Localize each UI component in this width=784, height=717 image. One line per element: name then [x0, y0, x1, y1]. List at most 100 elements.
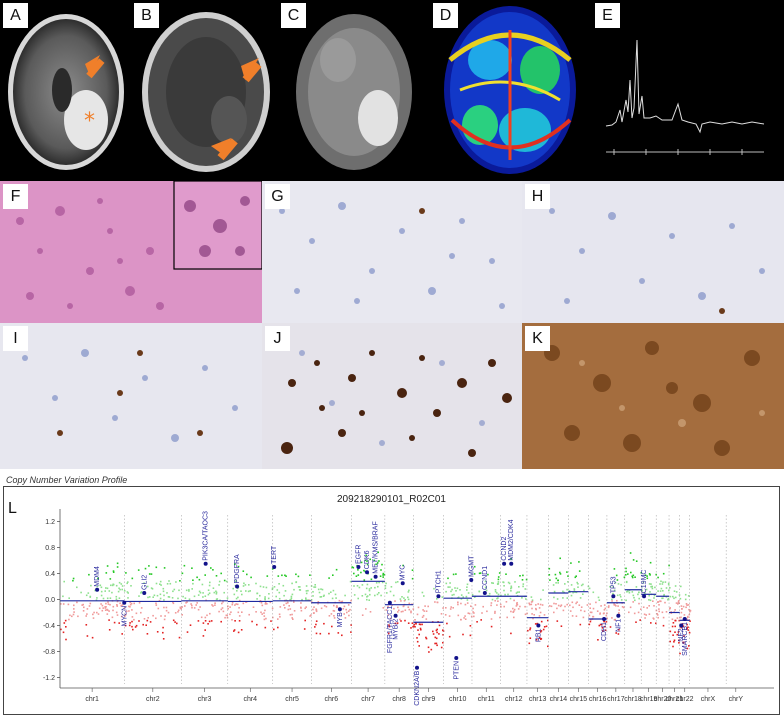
cnv-probe-point	[183, 564, 186, 567]
cnv-probe-point	[447, 586, 449, 588]
cnv-probe-point	[452, 607, 454, 609]
cnv-probe-point	[269, 601, 272, 604]
cnv-probe-point	[604, 607, 607, 610]
cnv-probe-point	[632, 594, 635, 597]
cnv-probe-point	[259, 594, 261, 597]
cnv-probe-point	[438, 624, 441, 627]
cnv-probe-point	[97, 577, 99, 580]
cnv-probe-point	[451, 588, 453, 591]
panel-g-ihc: G	[262, 181, 522, 323]
cnv-probe-point	[369, 558, 371, 561]
cnv-probe-point	[106, 597, 109, 600]
cnv-probe-point	[193, 607, 196, 609]
cnv-probe-point	[376, 593, 379, 596]
cnv-probe-point	[414, 626, 416, 628]
cnv-probe-point	[497, 593, 500, 596]
cnv-probe-point	[578, 604, 581, 606]
cnv-probe-point	[207, 589, 210, 591]
cnv-probe-point	[469, 634, 472, 637]
cnv-probe-point	[284, 590, 287, 592]
cnv-probe-point	[462, 596, 464, 598]
cnv-probe-point	[669, 607, 671, 610]
cnv-probe-point	[62, 631, 65, 634]
cnv-probe-point	[218, 610, 220, 613]
cnv-probe-point	[404, 599, 406, 601]
cnv-probe-point	[373, 559, 376, 562]
y-tick-label: 0.0	[45, 597, 55, 604]
cnv-probe-point	[222, 601, 224, 603]
cnv-probe-point	[238, 607, 240, 609]
cnv-probe-point	[674, 609, 676, 611]
cnv-probe-point	[368, 588, 371, 590]
cnv-probe-point	[402, 610, 404, 613]
cnv-probe-point	[295, 573, 297, 576]
cnv-probe-point	[328, 577, 330, 579]
cnv-probe-point	[449, 582, 451, 584]
cnv-probe-point	[566, 571, 568, 573]
cnv-probe-point	[262, 586, 265, 588]
gene-marker	[602, 617, 607, 621]
cnv-probe-point	[264, 626, 267, 629]
cnv-probe-point	[531, 613, 533, 615]
cnv-probe-point	[315, 620, 318, 622]
cnv-probe-point	[588, 587, 591, 590]
cnv-probe-point	[186, 601, 188, 603]
cnv-probe-point	[497, 578, 500, 581]
cnv-probe-point	[100, 594, 103, 597]
cnv-probe-point	[582, 593, 584, 595]
cnv-probe-point	[266, 575, 269, 577]
cnv-probe-point	[617, 633, 620, 635]
cnv-probe-point	[486, 610, 488, 613]
cnv-probe-point	[96, 597, 98, 599]
cnv-probe-point	[118, 581, 121, 584]
cnv-probe-point	[142, 623, 144, 626]
cnv-probe-point	[669, 630, 672, 633]
cnv-probe-point	[276, 589, 279, 591]
cnv-probe-point	[173, 588, 176, 591]
cnv-probe-point	[144, 567, 147, 570]
cnv-probe-point	[310, 601, 313, 603]
cnv-probe-point	[131, 577, 134, 580]
cnv-probe-point	[422, 609, 424, 611]
cnv-probe-point	[646, 575, 648, 577]
cnv-probe-point	[234, 604, 236, 606]
cnv-probe-point	[374, 594, 376, 597]
cnv-probe-point	[460, 618, 462, 621]
panel-i-ihc: I	[0, 323, 262, 469]
cnv-probe-point	[162, 631, 164, 634]
cnv-probe-point	[473, 573, 476, 575]
cnv-probe-point	[457, 601, 459, 604]
cnv-probe-point	[573, 589, 576, 591]
cnv-probe-point	[385, 609, 388, 611]
cnv-probe-point	[542, 628, 545, 631]
gene-label: SMARCB1	[682, 622, 689, 656]
cnv-probe-point	[566, 588, 568, 591]
cnv-probe-point	[89, 595, 92, 598]
cnv-probe-point	[671, 625, 674, 628]
cnv-probe-point	[101, 609, 104, 612]
cnv-probe-point	[300, 609, 303, 612]
cnv-probe-point	[589, 611, 592, 614]
cnv-probe-point	[686, 623, 688, 626]
cnv-probe-point	[368, 589, 371, 592]
cnv-probe-point	[211, 604, 213, 606]
cnv-probe-point	[364, 593, 367, 596]
cnv-probe-point	[473, 596, 476, 598]
panel-label: A	[3, 3, 28, 28]
cnv-probe-point	[167, 611, 170, 614]
cnv-probe-point	[649, 599, 652, 602]
cnv-probe-point	[63, 580, 65, 583]
cnv-probe-point	[687, 604, 690, 606]
cnv-probe-point	[223, 591, 225, 594]
cnv-probe-point	[320, 596, 323, 598]
y-tick-label: 0.4	[45, 571, 55, 578]
cnv-probe-point	[436, 598, 438, 600]
cnv-probe-point	[123, 607, 126, 609]
cnv-probe-point	[168, 596, 171, 598]
cnv-probe-point	[366, 563, 369, 566]
cnv-probe-point	[234, 563, 236, 566]
cnv-probe-point	[448, 635, 451, 638]
cnv-probe-point	[82, 603, 84, 606]
cnv-probe-point	[473, 565, 476, 568]
cnv-probe-point	[314, 584, 316, 586]
